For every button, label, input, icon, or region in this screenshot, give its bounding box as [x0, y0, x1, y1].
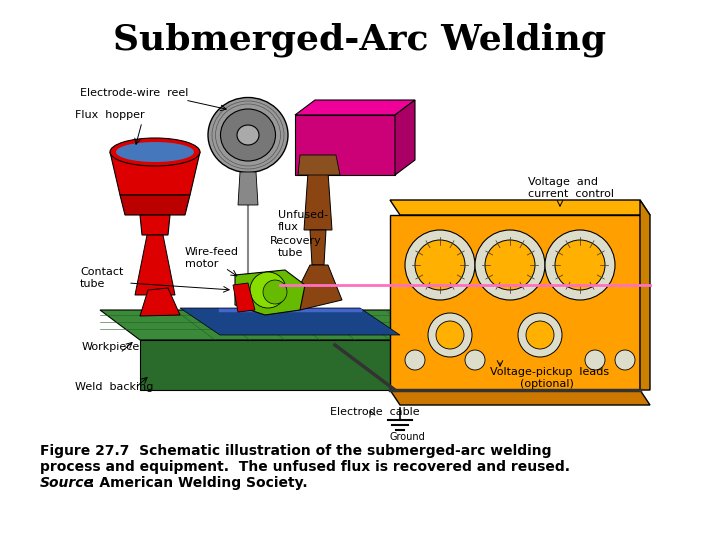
Text: Contact: Contact: [80, 267, 123, 277]
Circle shape: [555, 240, 605, 290]
Ellipse shape: [110, 138, 200, 166]
Polygon shape: [295, 265, 342, 310]
Polygon shape: [180, 308, 400, 335]
Polygon shape: [100, 310, 470, 340]
Polygon shape: [295, 115, 395, 175]
Text: flux: flux: [278, 222, 299, 232]
Text: Ground: Ground: [390, 432, 426, 442]
Text: current  control: current control: [528, 189, 614, 199]
Circle shape: [475, 230, 545, 300]
Text: Submerged-Arc Welding: Submerged-Arc Welding: [114, 23, 606, 57]
Polygon shape: [140, 288, 180, 316]
Text: Flux  hopper: Flux hopper: [75, 110, 145, 120]
Polygon shape: [310, 230, 326, 265]
Polygon shape: [295, 100, 415, 115]
Text: tube: tube: [80, 279, 105, 289]
Text: Electrode  cable: Electrode cable: [330, 407, 420, 417]
Polygon shape: [640, 200, 650, 390]
Text: process and equipment.  The unfused flux is recovered and reused.: process and equipment. The unfused flux …: [40, 460, 570, 474]
Text: motor: motor: [185, 259, 218, 269]
Polygon shape: [304, 172, 332, 230]
Text: tube: tube: [278, 248, 303, 258]
Polygon shape: [110, 152, 200, 195]
Polygon shape: [135, 235, 175, 295]
Text: Electrode-wire  reel: Electrode-wire reel: [80, 88, 189, 98]
Polygon shape: [233, 283, 255, 312]
Polygon shape: [390, 200, 650, 215]
Text: Workpiece: Workpiece: [82, 342, 140, 352]
Circle shape: [263, 280, 287, 304]
Circle shape: [250, 272, 286, 308]
Polygon shape: [235, 270, 305, 315]
Polygon shape: [140, 215, 170, 235]
Text: Figure 27.7  Schematic illustration of the submerged-arc welding: Figure 27.7 Schematic illustration of th…: [40, 444, 552, 458]
Circle shape: [545, 230, 615, 300]
Text: Wire-feed: Wire-feed: [185, 247, 239, 257]
Circle shape: [485, 240, 535, 290]
Text: Recovery: Recovery: [270, 236, 322, 246]
Text: Source: Source: [40, 476, 94, 490]
Polygon shape: [390, 215, 640, 390]
Ellipse shape: [116, 142, 194, 162]
Polygon shape: [140, 340, 470, 390]
Text: : American Welding Society.: : American Welding Society.: [89, 476, 307, 490]
Polygon shape: [298, 155, 340, 175]
Circle shape: [585, 350, 605, 370]
Circle shape: [526, 321, 554, 349]
Text: Voltage  and: Voltage and: [528, 177, 598, 187]
Polygon shape: [390, 390, 650, 405]
Text: Weld  backing: Weld backing: [75, 382, 153, 392]
Ellipse shape: [237, 125, 259, 145]
Polygon shape: [430, 310, 470, 390]
Circle shape: [428, 313, 472, 357]
Circle shape: [615, 350, 635, 370]
Circle shape: [415, 240, 465, 290]
Circle shape: [518, 313, 562, 357]
Circle shape: [436, 321, 464, 349]
Polygon shape: [120, 195, 190, 215]
Circle shape: [405, 230, 475, 300]
Ellipse shape: [220, 109, 276, 161]
Text: Unfused-: Unfused-: [278, 210, 328, 220]
Text: (optional): (optional): [520, 379, 574, 389]
Circle shape: [465, 350, 485, 370]
Text: Voltage-pickup  leads: Voltage-pickup leads: [490, 367, 609, 377]
Polygon shape: [238, 172, 258, 205]
Circle shape: [405, 350, 425, 370]
Ellipse shape: [208, 98, 288, 172]
Polygon shape: [395, 100, 415, 175]
